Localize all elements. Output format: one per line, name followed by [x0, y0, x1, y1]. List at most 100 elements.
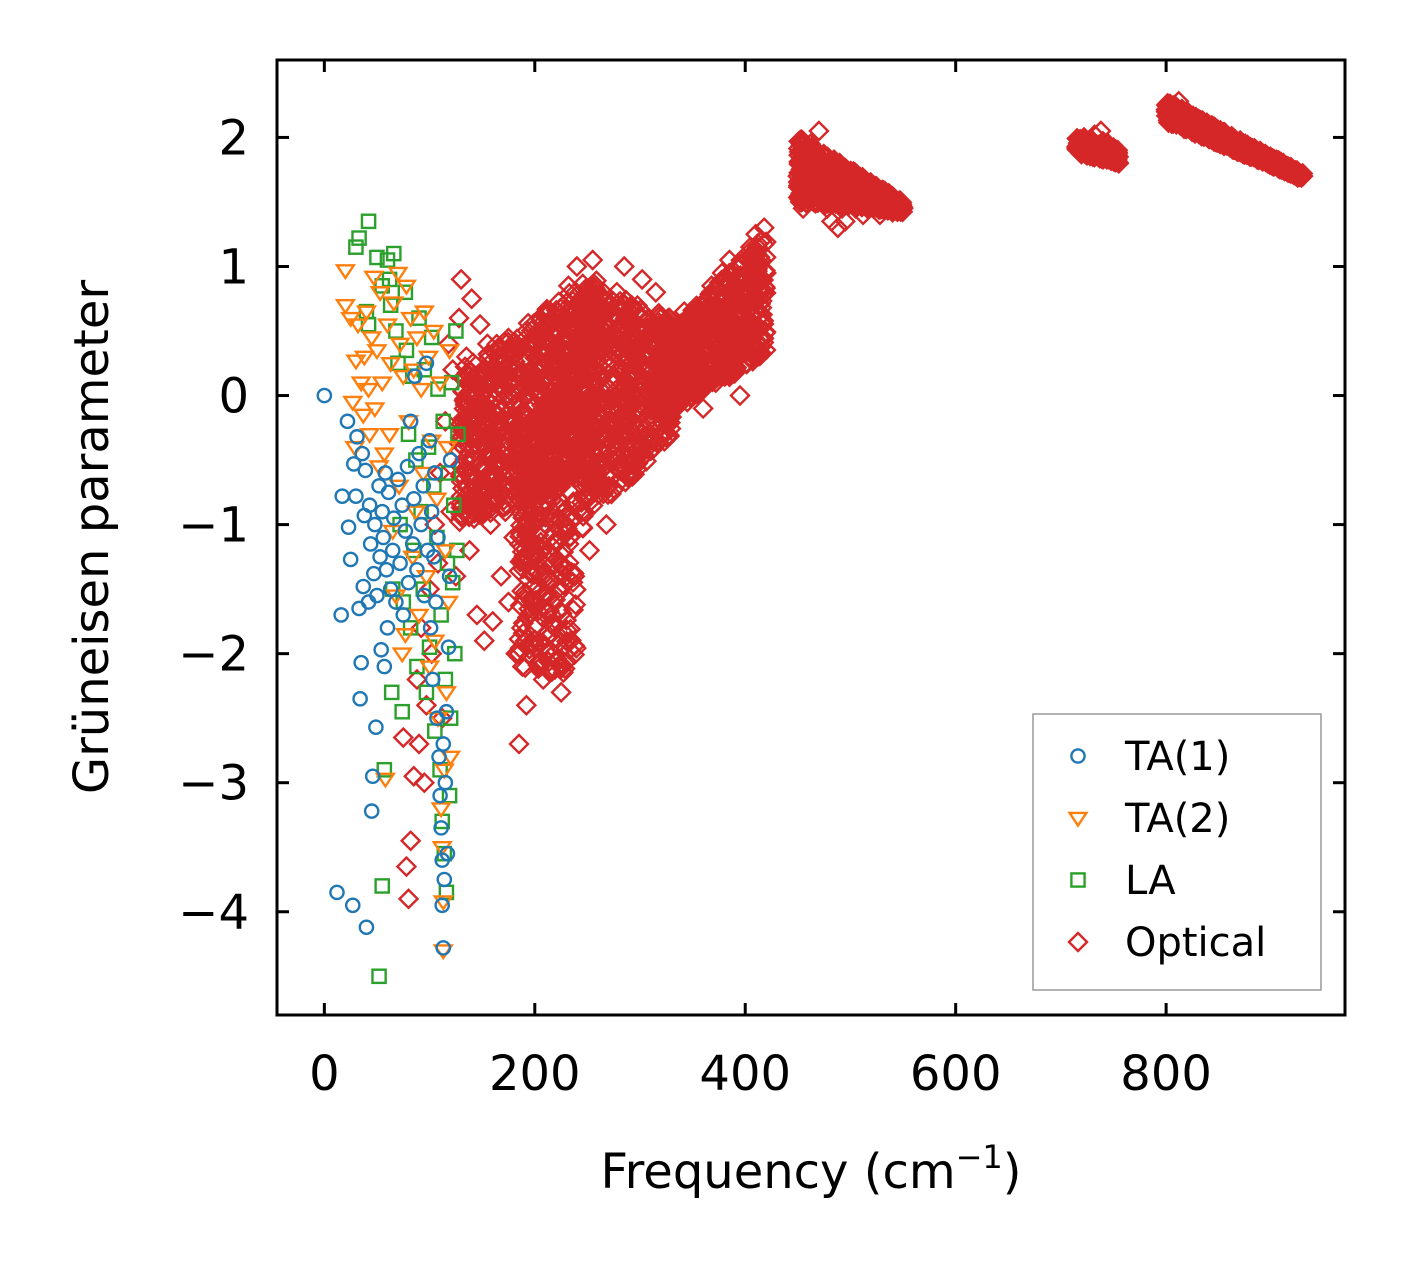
point-optical [523, 325, 546, 347]
point-la [371, 968, 387, 985]
point-optical [577, 286, 600, 309]
point-optical [445, 565, 467, 587]
point-ta-1 [346, 456, 362, 472]
point-optical [711, 262, 733, 284]
point-optical [834, 210, 856, 233]
point-optical [499, 442, 521, 465]
point-optical [666, 371, 688, 394]
point-optical [519, 632, 541, 654]
point-optical [450, 268, 472, 291]
point-optical [1234, 139, 1256, 162]
point-optical [486, 337, 508, 360]
point-ta-2 [364, 402, 386, 419]
point-optical [555, 513, 578, 536]
point-ta-2 [436, 440, 459, 457]
point-optical [745, 223, 767, 245]
point-optical [455, 346, 478, 368]
point-optical [466, 604, 488, 626]
point-optical [448, 307, 470, 329]
point-optical [482, 610, 504, 633]
point-optical [684, 359, 706, 381]
point-optical [606, 402, 628, 424]
point-optical [524, 617, 546, 639]
point-optical [524, 534, 546, 556]
point-optical [526, 346, 548, 368]
point-optical [563, 643, 586, 666]
point-optical [623, 463, 645, 485]
point-optical [519, 443, 541, 465]
point-optical [671, 352, 693, 374]
point-optical [597, 333, 620, 355]
point-optical [648, 346, 670, 368]
point-optical [493, 408, 516, 431]
point-optical [528, 630, 550, 652]
point-optical [510, 502, 532, 524]
point-optical [434, 410, 457, 433]
point-optical [484, 365, 506, 387]
point-la [397, 284, 414, 301]
point-optical [718, 364, 740, 386]
point-optical [645, 281, 667, 303]
point-ta-1 [372, 549, 388, 565]
point-ta-1 [416, 587, 433, 604]
point-optical [502, 344, 524, 366]
point-optical [392, 726, 414, 749]
point-optical [698, 355, 721, 377]
point-optical [738, 285, 760, 307]
point-ta-2 [426, 492, 448, 509]
point-optical [513, 552, 535, 575]
point-optical [519, 360, 541, 383]
point-ta-2 [352, 408, 374, 425]
point-optical [1208, 122, 1230, 145]
point-ta-1 [361, 497, 378, 514]
point-ta-2 [430, 802, 452, 819]
point-optical [466, 484, 488, 507]
point-ta-2 [389, 337, 411, 354]
point-optical [578, 539, 601, 562]
point-optical [529, 449, 551, 471]
point-ta-1 [440, 639, 457, 655]
point-ta-2 [334, 298, 357, 315]
point-ta-2 [334, 264, 357, 281]
point-optical [690, 294, 712, 316]
point-optical [700, 275, 723, 297]
point-ta-1 [355, 578, 372, 595]
point-ta-1 [421, 432, 438, 449]
y-tick-label: 1 [218, 239, 249, 295]
point-optical [1108, 152, 1130, 174]
point-optical [535, 562, 557, 585]
point-optical [560, 629, 582, 652]
point-optical [708, 337, 730, 359]
point-optical [413, 772, 436, 794]
point-optical [755, 262, 777, 284]
point-optical [437, 333, 460, 355]
point-optical [460, 288, 483, 310]
point-la [415, 581, 432, 597]
point-la [450, 426, 466, 443]
point-optical [516, 511, 538, 534]
point-ta-1 [349, 429, 365, 445]
point-ta-2 [391, 647, 413, 664]
point-optical [715, 288, 737, 310]
point-optical [595, 513, 618, 536]
x-tick-label: 800 [1120, 1046, 1212, 1102]
x-axis-title: Frequency (cm−1) [600, 1138, 1021, 1200]
point-ta-1 [352, 691, 368, 707]
point-optical [1102, 137, 1125, 159]
point-optical [692, 397, 714, 420]
point-optical [513, 467, 536, 489]
point-optical [648, 302, 670, 325]
point-ta-1 [402, 413, 419, 430]
point-optical [476, 333, 499, 355]
point-optical [606, 281, 628, 303]
point-ta-1 [435, 736, 452, 752]
point-optical [482, 491, 505, 513]
point-ta-1 [384, 542, 401, 559]
point-ta-2 [355, 305, 378, 322]
point-optical [512, 612, 535, 634]
point-ta-2 [383, 296, 405, 313]
point-optical [600, 483, 623, 505]
point-optical [508, 643, 530, 665]
y-axis-title: Grüneisen parameter [64, 280, 120, 795]
